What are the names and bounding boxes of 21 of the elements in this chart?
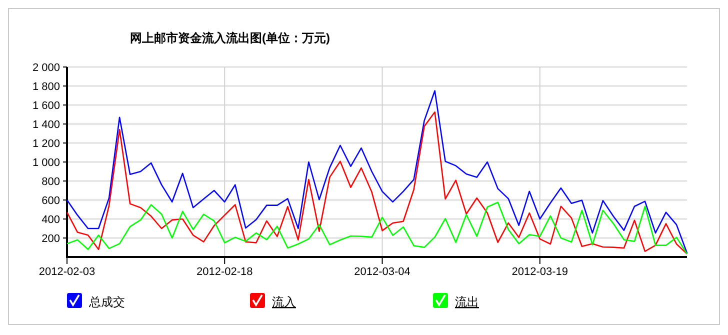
legend-label: 流入: [272, 295, 296, 309]
y-tick-label: 2 000: [32, 62, 60, 74]
legend-label: 总成交: [88, 295, 125, 309]
y-tick-label: 200: [42, 233, 60, 245]
y-tick-label: 400: [42, 214, 60, 226]
legend-label: 流出: [455, 295, 479, 309]
x-tick-label: 2012-02-03: [38, 266, 96, 278]
legend-总成交: 总成交: [67, 293, 125, 309]
legend-流出: 流出: [433, 293, 479, 309]
x-tick-label: 2012-03-19: [512, 266, 568, 278]
y-tick-label: 1 400: [32, 119, 60, 131]
x-tick-label: 2012-02-18: [196, 266, 253, 278]
y-tick-label: 1 800: [32, 81, 60, 93]
x-tick-label: 2012-03-04: [354, 266, 410, 278]
y-tick-label: 600: [42, 195, 60, 207]
y-tick-label: 1 600: [32, 100, 60, 112]
chart-title: 网上邮市资金流入流出图(单位：万元): [130, 31, 330, 45]
y-tick-label: 1 200: [32, 138, 60, 150]
y-tick-label: 800: [42, 176, 60, 188]
legend-流入: 流入: [250, 293, 296, 309]
y-tick-label: 1 000: [32, 157, 60, 169]
